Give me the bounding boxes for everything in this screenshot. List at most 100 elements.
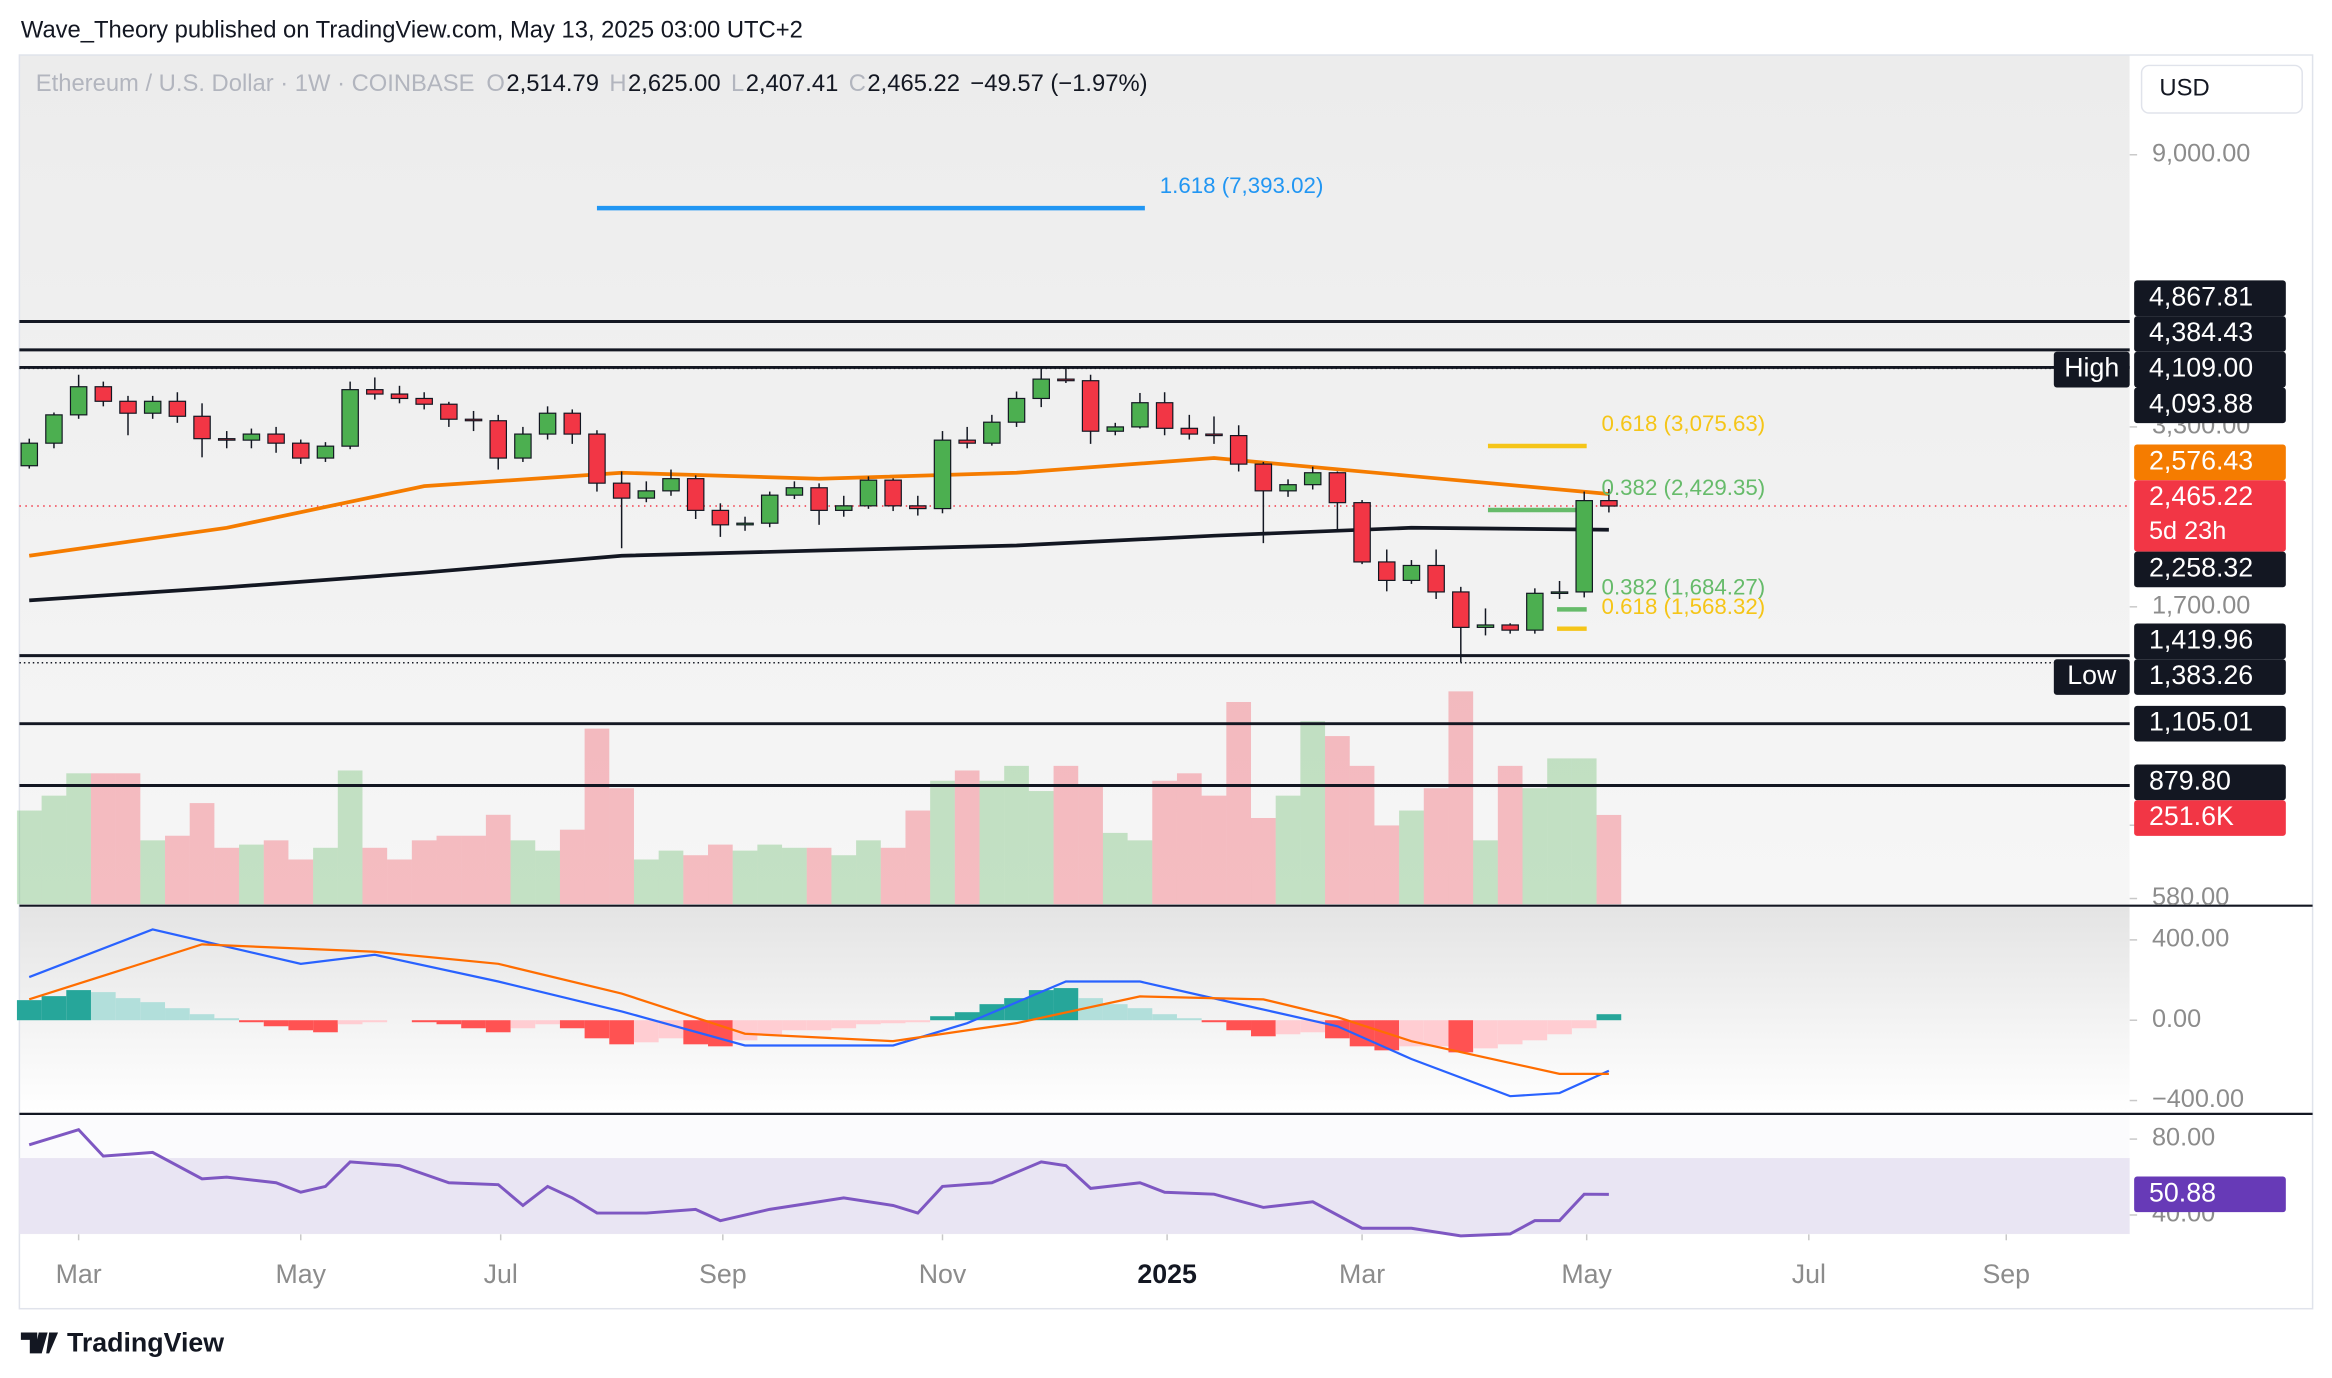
price-change: −49.57 (−1.97%): [970, 70, 1147, 97]
macd-histogram-bar: [1547, 1020, 1572, 1035]
price-label: 4,093.88: [2149, 388, 2253, 418]
signal-line: [28, 943, 1609, 1075]
volume-bar: [387, 859, 412, 905]
currency-button-label[interactable]: USD: [2159, 75, 2209, 102]
candle-body: [1501, 624, 1519, 631]
candle-body: [1279, 484, 1297, 492]
candle-body: [341, 389, 359, 447]
macd-histogram-bar: [510, 1020, 536, 1029]
candle-body: [785, 487, 804, 496]
moving-average: [29, 525, 1609, 603]
candle-body: [20, 442, 39, 467]
candle-body: [1328, 472, 1347, 504]
volume-bar: [856, 840, 881, 905]
fib-label: 1.618 (7,393.02): [1160, 173, 1324, 198]
volume-bar: [1152, 780, 1177, 905]
candle-body: [193, 415, 211, 440]
candle-body: [736, 522, 754, 526]
volume-bar: [559, 829, 585, 905]
level-tag: Low: [2067, 660, 2117, 690]
fib-label: 0.382 (1,684.27): [1602, 574, 1766, 599]
candle-body: [217, 438, 236, 441]
macd-histogram-bar: [1201, 1020, 1227, 1023]
candle-body: [1402, 564, 1421, 581]
moving-average: [28, 456, 1610, 558]
candle-body: [884, 479, 902, 507]
price-label: 1,383.26: [2149, 660, 2253, 690]
macd-histogram-bar: [732, 1020, 758, 1041]
candle-body: [69, 386, 88, 416]
x-tick-label: Nov: [919, 1259, 967, 1289]
candle-body: [1303, 472, 1322, 486]
macd-histogram-bar: [782, 1020, 807, 1031]
price-label: 879.80: [2149, 765, 2231, 795]
macd-histogram-bar: [1300, 1020, 1326, 1033]
macd-histogram-bar: [1423, 1020, 1449, 1047]
volume-bar: [1300, 721, 1326, 905]
volume-bar: [1226, 702, 1252, 905]
macd-histogram-bar: [880, 1020, 906, 1024]
macd-histogram-bar: [1571, 1020, 1597, 1029]
macd-histogram-bar: [1275, 1020, 1301, 1035]
candle-body: [1081, 380, 1100, 432]
candle-body: [1526, 592, 1544, 631]
attribution: Wave_Theory published on TradingView.com…: [21, 17, 803, 44]
volume-bar: [485, 814, 511, 905]
candle-body: [563, 412, 582, 435]
candle-body: [489, 420, 507, 459]
candle-body: [1254, 463, 1273, 492]
candle-body: [1007, 397, 1026, 423]
macd-histogram-bar: [1497, 1020, 1523, 1045]
price-label-box: [2134, 800, 2286, 836]
candle-body: [612, 482, 631, 499]
candle-body: [588, 433, 606, 484]
price-label: 251.6K: [2149, 801, 2234, 831]
volume-bar: [757, 844, 783, 905]
macd-histogram-bar: [90, 992, 116, 1021]
currency-button-box[interactable]: [2140, 64, 2303, 114]
ohlc-value: 2,514.79: [506, 70, 599, 97]
macd-histogram-bar: [1127, 1008, 1153, 1021]
candle-body: [316, 445, 335, 459]
level-tag-box: [2053, 351, 2130, 388]
brand-logo: [20, 1332, 59, 1354]
data-layer: [16, 205, 2130, 1238]
volume-bar: [979, 780, 1005, 905]
volume-bar: [633, 859, 659, 905]
macd-histogram-bar: [436, 1020, 462, 1025]
macd-histogram-bar: [535, 1020, 560, 1025]
price-label: 4,109.00: [2149, 353, 2253, 383]
y-tick-label: 9,000.00: [2152, 139, 2250, 167]
macd-histogram-bar: [461, 1020, 486, 1029]
volume-bar: [1004, 765, 1029, 905]
x-tick-label: Sep: [699, 1259, 747, 1289]
x-tick-label: Jul: [484, 1259, 518, 1289]
macd-histogram-bar: [16, 1000, 42, 1021]
price-label-box: [2134, 316, 2286, 352]
fib-label: 0.618 (3,075.63): [1602, 411, 1766, 436]
candle-body: [909, 505, 927, 510]
candle-body: [1106, 426, 1125, 432]
macd-histogram-bar: [1522, 1020, 1548, 1041]
macd-histogram-bar: [1226, 1020, 1252, 1031]
chart-frame: [18, 54, 2314, 1310]
currency-button[interactable]: USD: [2140, 64, 2303, 114]
x-tick-label: Mar: [1339, 1259, 1385, 1289]
volume-bar: [1547, 758, 1572, 905]
volume-bar: [782, 847, 807, 905]
volume-bar: [313, 847, 338, 905]
candle-body: [415, 397, 433, 405]
macd-histogram-bar: [1448, 1020, 1474, 1053]
macd-histogram-bar: [1004, 998, 1029, 1021]
volume-bar: [954, 770, 980, 905]
volume-bar: [1349, 765, 1375, 905]
macd-histogram-bar: [1251, 1020, 1276, 1037]
volume-bar: [1596, 814, 1622, 905]
ohlc-key: L: [731, 70, 744, 97]
candle-body: [1229, 435, 1248, 465]
volume-bar: [1374, 825, 1400, 905]
price-label-box: [2134, 280, 2286, 317]
price-label-box: [2134, 623, 2286, 660]
